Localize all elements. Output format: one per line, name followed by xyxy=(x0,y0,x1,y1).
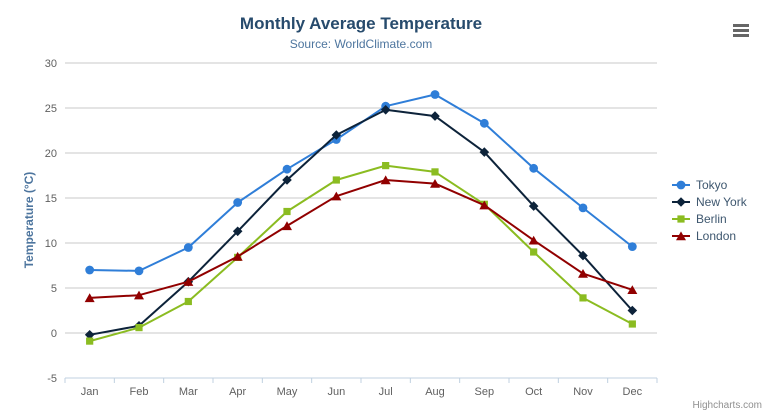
marker-new-york-dec[interactable] xyxy=(627,305,638,316)
legend-item-new-york[interactable]: New York xyxy=(672,194,747,210)
y-axis-label-20: 20 xyxy=(45,148,57,160)
y-axis-label-30: 30 xyxy=(45,58,57,70)
legend-symbol-london[interactable] xyxy=(676,231,686,241)
legend-item-berlin[interactable]: Berlin xyxy=(672,211,747,227)
x-axis-label-aug: Aug xyxy=(425,386,445,398)
x-axis-label-jul: Jul xyxy=(379,386,393,398)
marker-tokyo-jan[interactable] xyxy=(85,265,95,275)
y-axis-label-10: 10 xyxy=(45,238,57,250)
x-axis-label-jan: Jan xyxy=(81,386,99,398)
legend-marker-triangle-icon xyxy=(672,231,690,241)
legend-label: Berlin xyxy=(696,212,727,226)
marker-tokyo-apr[interactable] xyxy=(233,198,243,207)
x-axis-label-jun: Jun xyxy=(327,386,345,398)
marker-london-feb[interactable] xyxy=(134,290,144,300)
marker-tokyo-feb[interactable] xyxy=(134,266,144,276)
legend-label: London xyxy=(696,229,737,243)
x-axis-label-apr: Apr xyxy=(229,386,246,398)
marker-new-york-jun[interactable] xyxy=(331,130,342,140)
series-tokyo xyxy=(85,90,637,276)
marker-london-jun[interactable] xyxy=(331,191,342,201)
marker-london-apr[interactable] xyxy=(232,251,243,261)
marker-new-york-oct[interactable] xyxy=(528,201,539,211)
legend-item-tokyo[interactable]: Tokyo xyxy=(672,177,747,193)
credits-link[interactable]: Highcharts.com xyxy=(692,400,762,411)
marker-berlin-mar[interactable] xyxy=(184,297,192,306)
series-line-tokyo xyxy=(88,93,634,272)
marker-tokyo-dec[interactable] xyxy=(627,242,637,252)
marker-london-mar[interactable] xyxy=(183,277,194,286)
legend-item-london[interactable]: London xyxy=(672,228,747,244)
y-axis-label-5: 5 xyxy=(51,283,57,295)
marker-london-sep[interactable] xyxy=(479,200,490,210)
x-axis-label-feb: Feb xyxy=(130,386,149,398)
marker-london-dec[interactable] xyxy=(627,285,638,294)
marker-berlin-jun[interactable] xyxy=(332,176,340,184)
y-axis-label-15: 15 xyxy=(45,193,57,205)
hamburger-icon[interactable] xyxy=(731,22,751,39)
legend-label: Tokyo xyxy=(696,178,728,192)
series-new-york xyxy=(84,105,638,340)
marker-new-york-aug[interactable] xyxy=(430,111,440,121)
series-line-new-york xyxy=(88,108,634,336)
marker-new-york-nov[interactable] xyxy=(578,250,588,261)
hamburger-bar xyxy=(733,24,749,27)
marker-new-york-may[interactable] xyxy=(282,175,292,185)
marker-berlin-nov[interactable] xyxy=(579,294,587,302)
marker-tokyo-mar[interactable] xyxy=(183,243,193,252)
marker-london-oct[interactable] xyxy=(528,235,539,245)
legend-marker-diamond-icon xyxy=(672,197,690,207)
legend-symbol-berlin[interactable] xyxy=(677,215,685,223)
legend-symbol-new-york[interactable] xyxy=(676,197,686,207)
marker-new-york-apr[interactable] xyxy=(232,226,243,237)
marker-berlin-may[interactable] xyxy=(283,207,291,216)
x-axis-label-may: May xyxy=(277,386,298,398)
marker-berlin-dec[interactable] xyxy=(628,320,636,328)
marker-berlin-oct[interactable] xyxy=(530,248,538,256)
series-line-berlin xyxy=(88,164,634,343)
y-axis-label--5: -5 xyxy=(47,373,57,385)
marker-berlin-jul[interactable] xyxy=(382,162,390,170)
marker-new-york-sep[interactable] xyxy=(479,147,490,157)
marker-tokyo-nov[interactable] xyxy=(578,203,588,213)
marker-london-aug[interactable] xyxy=(430,179,440,188)
marker-new-york-jan[interactable] xyxy=(84,330,95,340)
y-axis-label-0: 0 xyxy=(51,328,57,340)
chart-title: Monthly Average Temperature xyxy=(239,14,483,33)
marker-tokyo-sep[interactable] xyxy=(479,118,489,128)
x-axis-label-sep: Sep xyxy=(475,386,495,398)
x-axis-label-dec: Dec xyxy=(623,386,643,398)
marker-berlin-feb[interactable] xyxy=(135,324,143,332)
x-axis-label-oct: Oct xyxy=(525,386,542,398)
legend: Tokyo New York Berlin London xyxy=(672,177,747,245)
hamburger-bar xyxy=(733,34,749,37)
marker-berlin-aug[interactable] xyxy=(431,168,439,176)
legend-symbol-tokyo[interactable] xyxy=(676,180,686,190)
marker-tokyo-may[interactable] xyxy=(282,164,292,174)
marker-berlin-jan[interactable] xyxy=(86,337,94,345)
marker-london-jul[interactable] xyxy=(380,175,391,185)
series-london xyxy=(84,175,638,303)
legend-marker-circle-icon xyxy=(672,180,690,190)
y-axis-label-25: 25 xyxy=(45,103,57,115)
marker-new-york-jul[interactable] xyxy=(380,105,391,115)
legend-marker-square-icon xyxy=(672,215,690,223)
legend-label: New York xyxy=(696,195,747,209)
marker-london-jan[interactable] xyxy=(84,293,95,303)
marker-tokyo-oct[interactable] xyxy=(529,163,539,173)
x-axis-label-nov: Nov xyxy=(573,386,593,398)
marker-london-nov[interactable] xyxy=(578,269,588,278)
marker-london-may[interactable] xyxy=(282,221,292,231)
chart-subtitle: Source: WorldClimate.com xyxy=(289,37,433,51)
y-axis-title: Temperature (°C) xyxy=(22,172,36,269)
marker-tokyo-aug[interactable] xyxy=(430,90,440,99)
x-axis-label-mar: Mar xyxy=(179,386,198,398)
hamburger-bar xyxy=(733,29,749,32)
series-line-london xyxy=(88,179,634,299)
